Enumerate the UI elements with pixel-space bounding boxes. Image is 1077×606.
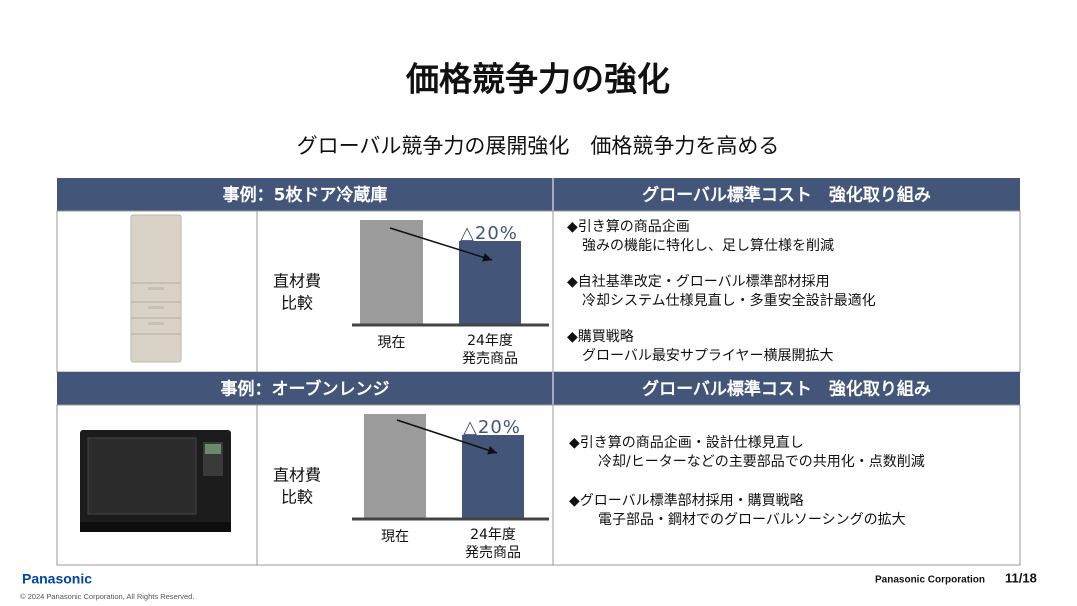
page-number: 11/18: [1005, 570, 1037, 585]
metric-label: 比較: [281, 294, 313, 313]
trend-arrow: [389, 227, 493, 262]
measure-detail: 冷却システム仕様見直し・多重安全設計最適化: [582, 292, 876, 309]
metric-label: 比較: [281, 488, 313, 507]
x-tick-label: 発売商品: [462, 351, 518, 367]
metric-label: 直材費: [273, 272, 321, 291]
slide-subtitle: グローバル競争力の展開強化 価格競争力を高める: [297, 134, 780, 158]
x-tick-label: 24年度: [467, 333, 513, 349]
measure-detail: グローバル最安サプライヤー横展開拡大: [582, 348, 833, 364]
x-tick-label: 24年度: [470, 527, 516, 543]
section-body: [56, 404, 1021, 566]
measure-heading: ◆購買戦略: [567, 329, 634, 345]
brand-logo: Panasonic: [22, 571, 92, 587]
x-tick-label: 発売商品: [465, 545, 521, 561]
measure-detail: 電子部品・鋼材でのグローバルソーシングの拡大: [598, 512, 906, 528]
copyright: © 2024 Panasonic Corporation, All Rights…: [20, 592, 194, 601]
section-header: [57, 178, 1020, 211]
measure-heading: ◆引き算の商品企画・設計仕様見直し: [569, 434, 804, 451]
measure-detail: 強みの機能に特化し、足し算仕様を削減: [582, 237, 834, 254]
fridge-image: [130, 214, 182, 363]
measure-heading: ◆グローバル標準部材採用・購買戦略: [569, 493, 804, 509]
reduction-label: △20%: [463, 417, 521, 438]
metric-label: 直材費: [273, 466, 321, 485]
oven-image: [80, 430, 231, 532]
x-tick-label: 現在: [378, 335, 406, 351]
bar: [459, 241, 521, 325]
section-header: [57, 372, 1020, 405]
bar: [462, 435, 524, 519]
case-title: 事例：オーブンレンジ: [221, 379, 390, 400]
slide-title: 価格競争力の強化: [405, 60, 670, 99]
company-name: Panasonic Corporation: [875, 575, 985, 586]
x-tick-label: 現在: [381, 529, 409, 545]
measures-header: グローバル標準コスト 強化取り組み: [642, 185, 931, 206]
reduction-label: △20%: [460, 223, 518, 244]
bar: [364, 414, 426, 519]
measures-header: グローバル標準コスト 強化取り組み: [642, 379, 931, 400]
case-title: 事例：5枚ドア冷蔵庫: [223, 185, 388, 206]
measure-heading: ◆引き算の商品企画: [567, 218, 690, 235]
measure-heading: ◆自社基準改定・グローバル標準部材採用: [567, 273, 830, 290]
section-body: [56, 210, 1021, 373]
bar: [360, 220, 423, 325]
measure-detail: 冷却/ヒーターなどの主要部品での共用化・点数削減: [598, 453, 925, 470]
trend-arrow: [396, 419, 498, 455]
